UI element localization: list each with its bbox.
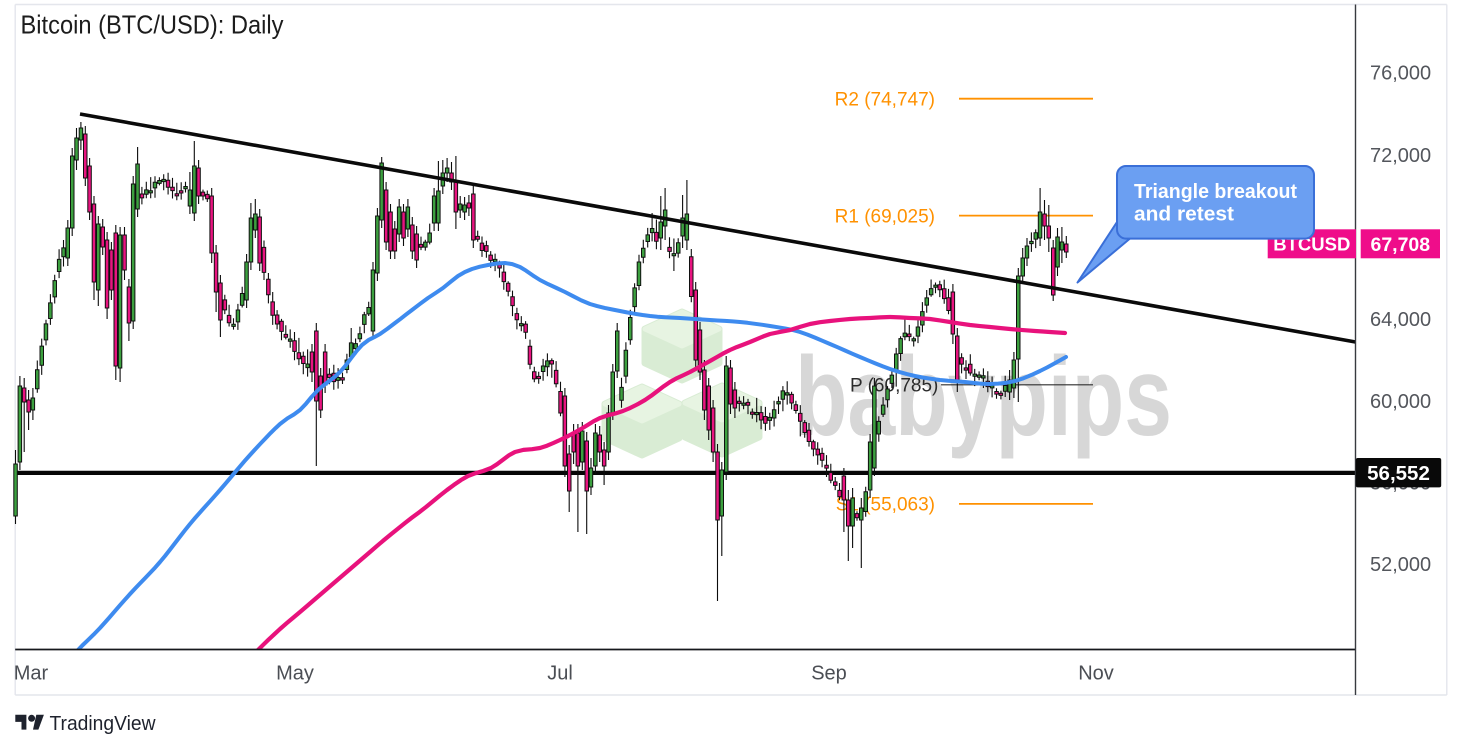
svg-text:Mar: Mar: [14, 663, 49, 685]
svg-text:76,000: 76,000: [1370, 63, 1431, 85]
svg-text:56,552: 56,552: [1367, 462, 1430, 485]
svg-text:64,000: 64,000: [1370, 309, 1431, 331]
svg-text:Nov: Nov: [1078, 663, 1114, 685]
svg-text:72,000: 72,000: [1370, 145, 1431, 167]
svg-text:R2 (74,747): R2 (74,747): [835, 89, 935, 110]
svg-text:R1 (69,025): R1 (69,025): [835, 206, 935, 227]
svg-text:May: May: [276, 663, 314, 685]
svg-text:Triangle breakout: Triangle breakout: [1134, 181, 1297, 203]
svg-text:Sep: Sep: [811, 663, 847, 685]
svg-text:52,000: 52,000: [1370, 554, 1431, 576]
svg-text:60,000: 60,000: [1370, 391, 1431, 413]
svg-text:Jul: Jul: [547, 663, 573, 685]
svg-text:Bitcoin (BTC/USD): Daily: Bitcoin (BTC/USD): Daily: [21, 10, 284, 40]
svg-text:and retest: and retest: [1134, 204, 1234, 226]
svg-text:TradingView: TradingView: [50, 712, 156, 735]
svg-text:67,708: 67,708: [1370, 234, 1430, 256]
svg-text:P (60,785): P (60,785): [850, 376, 938, 397]
